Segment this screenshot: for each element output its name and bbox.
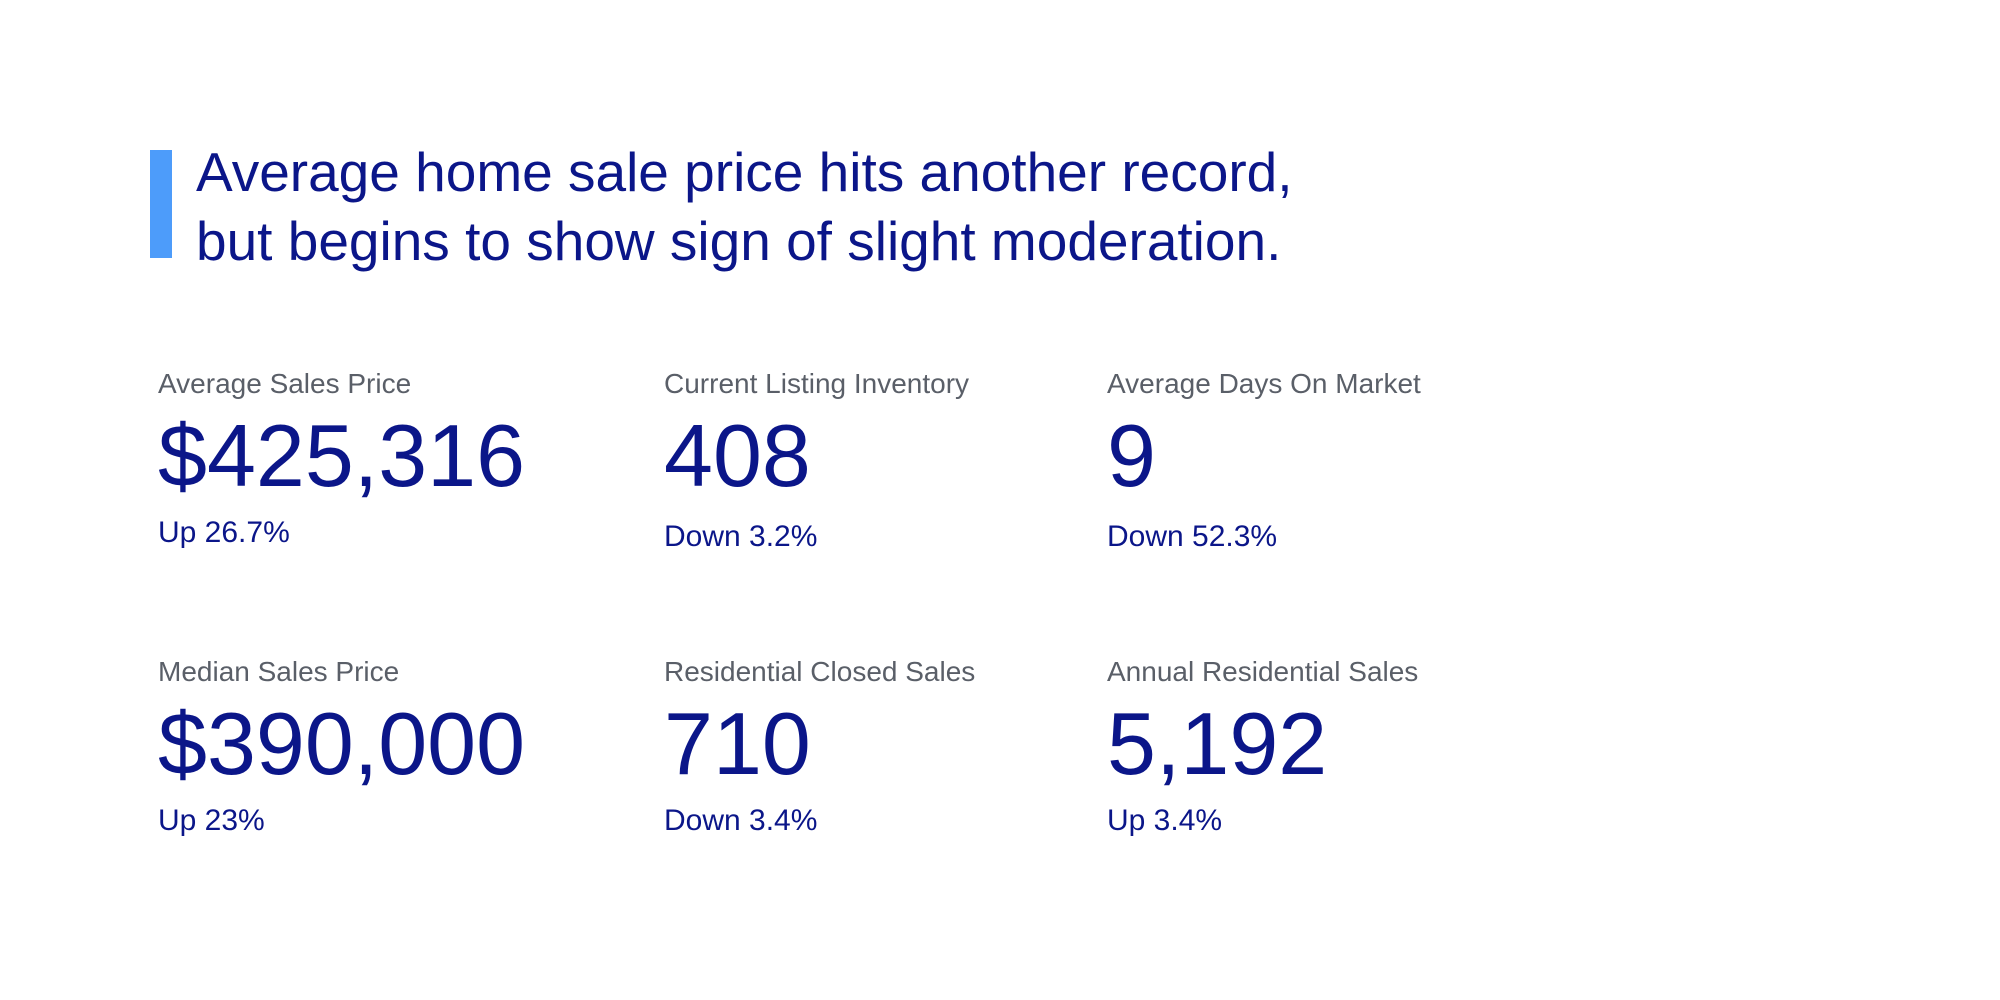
stat-current-listing-inventory: Current Listing Inventory 408 Down 3.2% <box>664 368 969 554</box>
stat-change: Down 3.4% <box>664 804 818 837</box>
stat-label: Average Sales Price <box>158 368 412 399</box>
headline: Average home sale price hits another rec… <box>196 138 1293 276</box>
stat-change: Up 23% <box>158 804 265 837</box>
stat-change: Down 3.2% <box>664 520 818 553</box>
stat-label: Median Sales Price <box>158 656 400 687</box>
stat-value: 5,192 <box>1107 694 1328 793</box>
stat-label: Average Days On Market <box>1107 368 1421 399</box>
stat-average-sales-price: Average Sales Price $425,316 Up 26.7% <box>158 368 525 550</box>
stat-median-sales-price: Median Sales Price $390,000 Up 23% <box>158 656 525 838</box>
stat-value: $390,000 <box>158 694 526 793</box>
stat-label: Current Listing Inventory <box>664 368 970 399</box>
stat-change: Down 52.3% <box>1107 520 1278 553</box>
stat-label: Residential Closed Sales <box>664 656 976 687</box>
stat-value: 408 <box>664 406 811 505</box>
stat-value: 9 <box>1107 406 1156 505</box>
stat-label: Annual Residential Sales <box>1107 656 1419 687</box>
stat-average-days-on-market: Average Days On Market 9 Down 52.3% <box>1107 368 1421 554</box>
stat-change: Up 3.4% <box>1107 804 1223 837</box>
stat-residential-closed-sales: Residential Closed Sales 710 Down 3.4% <box>664 656 975 838</box>
stat-value: 710 <box>664 694 811 793</box>
stat-value: $425,316 <box>158 406 526 505</box>
stat-change: Up 26.7% <box>158 516 290 549</box>
headline-line-1: Average home sale price hits another rec… <box>196 141 1293 203</box>
stat-annual-residential-sales: Annual Residential Sales 5,192 Up 3.4% <box>1107 656 1418 838</box>
headline-line-2: but begins to show sign of slight modera… <box>196 210 1282 272</box>
accent-bar <box>150 150 172 258</box>
